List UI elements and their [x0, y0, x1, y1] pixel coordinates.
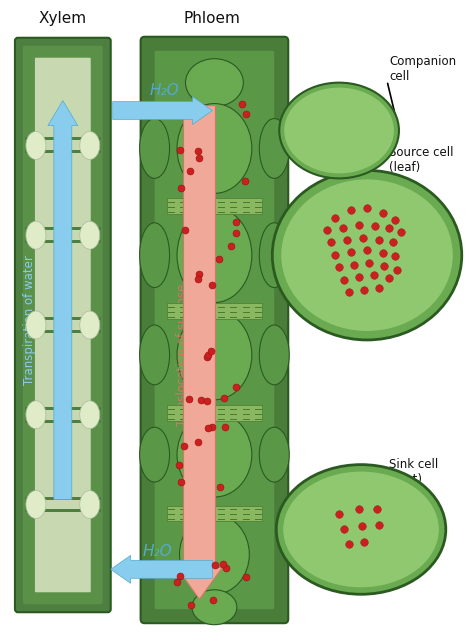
Bar [166, 505, 262, 521]
FancyBboxPatch shape [155, 51, 274, 609]
FancyArrow shape [48, 101, 78, 499]
Ellipse shape [192, 590, 237, 625]
FancyArrow shape [176, 105, 222, 599]
Ellipse shape [259, 427, 289, 482]
Ellipse shape [177, 208, 252, 302]
FancyArrow shape [111, 555, 212, 584]
FancyBboxPatch shape [23, 46, 103, 604]
Ellipse shape [180, 514, 249, 594]
Ellipse shape [26, 132, 46, 159]
Ellipse shape [281, 179, 453, 331]
FancyBboxPatch shape [141, 37, 288, 623]
Bar [25, 420, 101, 422]
Ellipse shape [80, 490, 100, 519]
Ellipse shape [259, 325, 289, 385]
Text: Companion
cell: Companion cell [389, 55, 456, 83]
Bar [25, 496, 101, 499]
Ellipse shape [177, 310, 252, 400]
Ellipse shape [177, 103, 252, 193]
Bar [25, 240, 101, 243]
Ellipse shape [279, 83, 399, 178]
FancyArrow shape [113, 96, 212, 125]
Text: Sink cell
(root): Sink cell (root) [389, 458, 438, 485]
Ellipse shape [272, 170, 462, 340]
Ellipse shape [80, 401, 100, 429]
Bar [25, 510, 101, 512]
Ellipse shape [140, 119, 170, 178]
Ellipse shape [140, 325, 170, 385]
Ellipse shape [259, 223, 289, 288]
Bar [25, 317, 101, 320]
Ellipse shape [276, 465, 446, 594]
Text: Translocation of sucrose: Translocation of sucrose [176, 284, 189, 426]
Bar [25, 407, 101, 410]
Ellipse shape [26, 221, 46, 249]
Ellipse shape [140, 427, 170, 482]
Bar [25, 137, 101, 141]
Bar [166, 303, 262, 319]
Ellipse shape [259, 119, 289, 178]
Text: Source cell
(leaf): Source cell (leaf) [389, 146, 454, 175]
FancyBboxPatch shape [35, 58, 91, 593]
Ellipse shape [26, 311, 46, 339]
Ellipse shape [140, 223, 170, 288]
Ellipse shape [80, 132, 100, 159]
Ellipse shape [80, 311, 100, 339]
Bar [25, 150, 101, 153]
Ellipse shape [26, 401, 46, 429]
Bar [25, 330, 101, 333]
Bar [25, 227, 101, 230]
Ellipse shape [177, 412, 252, 497]
Bar [166, 198, 262, 214]
Text: H₂O: H₂O [150, 83, 179, 98]
Ellipse shape [283, 472, 439, 587]
Text: Phloem: Phloem [184, 12, 241, 26]
Ellipse shape [185, 58, 243, 107]
Text: H₂O: H₂O [143, 544, 173, 559]
Ellipse shape [26, 490, 46, 519]
Ellipse shape [80, 221, 100, 249]
FancyBboxPatch shape [15, 38, 111, 612]
Ellipse shape [284, 87, 394, 173]
Bar [166, 404, 262, 421]
Text: Transpiration of water: Transpiration of water [23, 255, 36, 385]
Text: Xylem: Xylem [39, 12, 87, 26]
